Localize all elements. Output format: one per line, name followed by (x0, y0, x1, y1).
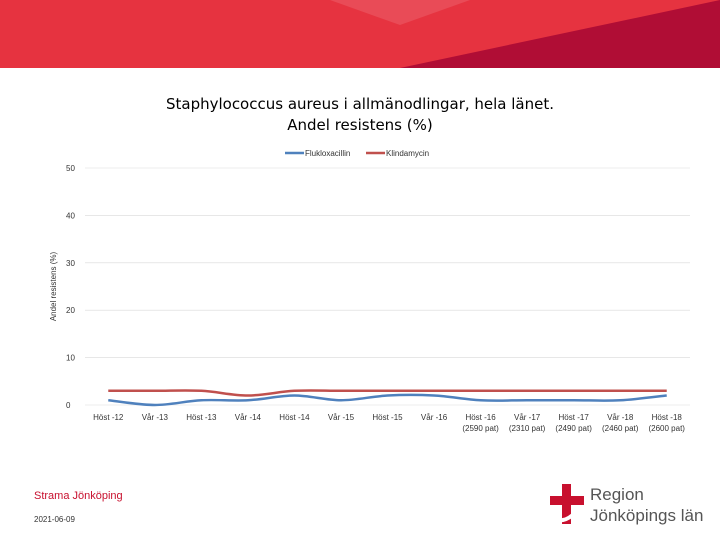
x-tick-label: Höst -16 (465, 413, 496, 422)
x-tick-label: Vår -14 (235, 413, 262, 422)
x-tick-label: (2590 pat) (462, 424, 499, 433)
series-line-klindamycin (108, 389, 667, 397)
x-tick-label: Vår -17 (514, 413, 541, 422)
footer-organization: Strama Jönköping (34, 490, 123, 502)
y-tick-label: 50 (66, 164, 75, 173)
chart-title-line2: Andel resistens (%) (287, 116, 433, 134)
y-tick-label: 20 (66, 306, 75, 315)
legend-label-flukloxacillin: Flukloxacillin (305, 149, 350, 158)
banner-dark-shape (400, 0, 720, 68)
y-tick-label: 0 (66, 401, 71, 410)
series-line-flukloxacillin (108, 393, 667, 407)
x-tick-label: Vår -18 (607, 413, 634, 422)
x-tick-label: Höst -14 (279, 413, 310, 422)
x-tick-label: (2310 pat) (509, 424, 546, 433)
legend-label-klindamycin: Klindamycin (386, 149, 429, 158)
x-tick-label: Höst -13 (186, 413, 217, 422)
banner-light-shape (330, 0, 470, 25)
region-logo: Region Jönköpings län (548, 482, 718, 532)
y-axis-label: Andel resistens (%) (49, 251, 58, 321)
region-cross-icon (550, 484, 584, 524)
x-tick-label: Vår -15 (328, 413, 355, 422)
x-tick-label: Höst -17 (559, 413, 590, 422)
chart-title: Staphylococcus aureus i allmänodlingar, … (0, 94, 720, 136)
logo-text-line1: Region (590, 485, 644, 504)
chart-title-line1: Staphylococcus aureus i allmänodlingar, … (165, 95, 555, 113)
x-tick-label: Höst -18 (652, 413, 683, 422)
y-tick-label: 10 (66, 354, 75, 363)
y-tick-label: 30 (66, 259, 75, 268)
logo-text-line2: Jönköpings län (590, 506, 704, 525)
x-tick-label: (2490 pat) (555, 424, 592, 433)
y-tick-label: 40 (66, 211, 75, 220)
header-banner (0, 0, 720, 68)
x-tick-label: Höst -12 (93, 413, 124, 422)
line-chart: 0 10 20 30 40 50 Andel resistens (%) Höst -12 Vå… (49, 149, 690, 433)
x-tick-label: Vår -16 (421, 413, 448, 422)
x-tick-label: (2460 pat) (602, 424, 639, 433)
footer-date: 2021-06-09 (34, 515, 75, 524)
x-tick-label: (2600 pat) (648, 424, 685, 433)
x-tick-label: Höst -15 (372, 413, 403, 422)
x-tick-label: Vår -13 (142, 413, 169, 422)
